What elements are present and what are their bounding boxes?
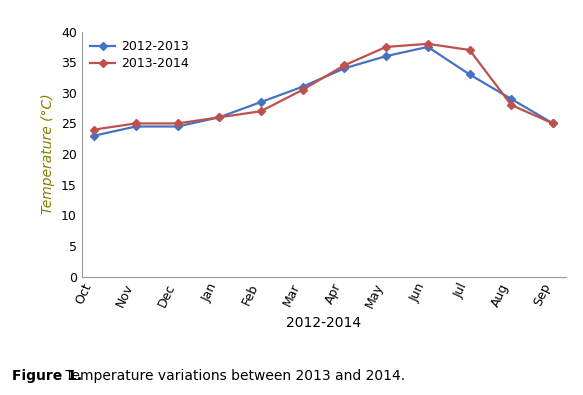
2013-2014: [508, 103, 515, 107]
2013-2014: [258, 109, 265, 114]
Y-axis label: Temperature (°C): Temperature (°C): [41, 94, 55, 214]
2012-2013: [216, 115, 223, 120]
2012-2013: [550, 121, 557, 126]
2013-2014: [299, 87, 306, 92]
2012-2013: [299, 84, 306, 89]
2012-2013: [258, 100, 265, 104]
2012-2013: [132, 124, 139, 129]
Text: Temperature variations between 2013 and 2014.: Temperature variations between 2013 and …: [61, 369, 405, 383]
2013-2014: [132, 121, 139, 126]
2013-2014: [550, 121, 557, 126]
Legend: 2012-2013, 2013-2014: 2012-2013, 2013-2014: [88, 38, 192, 73]
2012-2013: [466, 72, 473, 77]
2013-2014: [382, 45, 389, 49]
2012-2013: [508, 96, 515, 101]
Text: Figure 1.: Figure 1.: [12, 369, 82, 383]
2013-2014: [216, 115, 223, 120]
2013-2014: [424, 41, 431, 46]
2012-2013: [382, 54, 389, 58]
Line: 2013-2014: 2013-2014: [92, 41, 556, 132]
2013-2014: [174, 121, 181, 126]
2012-2013: [174, 124, 181, 129]
2013-2014: [90, 127, 97, 132]
X-axis label: 2012-2014: 2012-2014: [286, 316, 361, 330]
2012-2013: [90, 134, 97, 138]
2013-2014: [466, 47, 473, 52]
2012-2013: [424, 45, 431, 49]
2013-2014: [341, 63, 348, 68]
2012-2013: [341, 66, 348, 71]
Line: 2012-2013: 2012-2013: [92, 44, 556, 139]
